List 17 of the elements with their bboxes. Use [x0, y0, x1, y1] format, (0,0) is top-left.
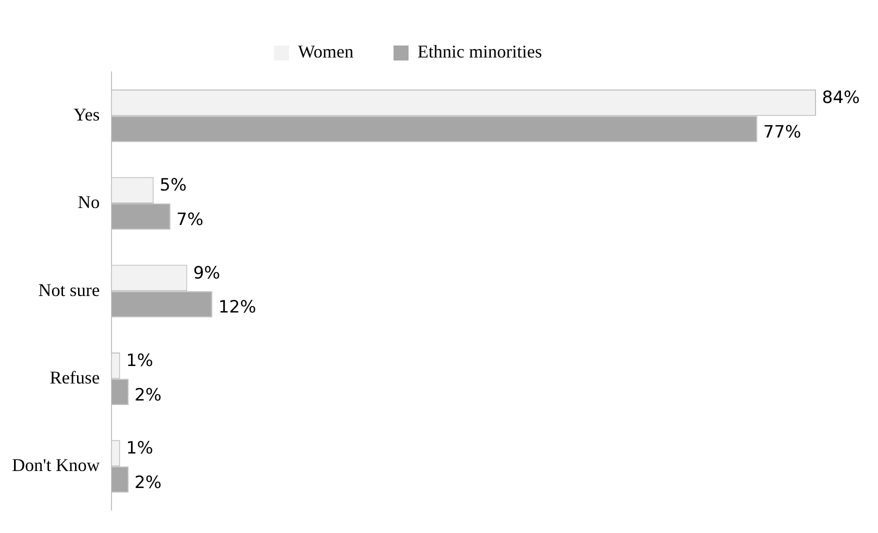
- data-label: 1%: [126, 438, 154, 459]
- y-tick-label: Yes: [74, 104, 100, 125]
- y-tick-label: Not sure: [38, 280, 100, 300]
- data-label: 9%: [193, 263, 220, 284]
- y-tick-label: Refuse: [50, 367, 100, 388]
- legend-label: Women: [298, 42, 354, 62]
- data-label: 12%: [218, 298, 256, 318]
- data-label: 84%: [822, 88, 860, 108]
- data-label: 5%: [160, 176, 187, 196]
- legend-label: Ethnic minorities: [418, 42, 542, 62]
- data-label: 77%: [763, 122, 802, 142]
- y-tick-label: No: [78, 192, 100, 212]
- data-label: 7%: [176, 210, 204, 230]
- data-label: 2%: [134, 472, 162, 493]
- y-tick-label: Don't Know: [12, 455, 100, 476]
- data-label: 2%: [134, 385, 162, 406]
- data-label: 1%: [126, 351, 154, 372]
